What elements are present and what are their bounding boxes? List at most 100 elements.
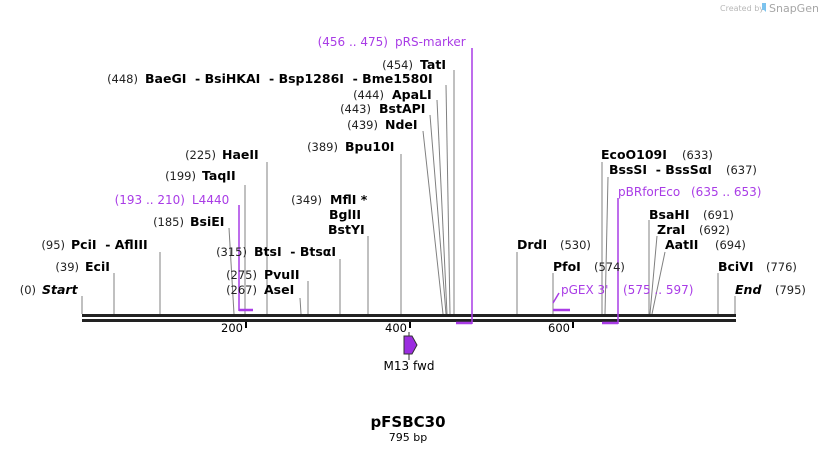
site-BaeGI-BsiHKAI-Bsp1286I-Bme1580I[interactable]: (448) BaeGI - BsiHKAI - Bsp1286I - Bme15… xyxy=(107,71,433,86)
svg-text:(267): (267) xyxy=(226,283,257,297)
site-AseI[interactable]: (267) AseI xyxy=(226,282,294,297)
site-TatI[interactable]: (454) TatI xyxy=(382,57,446,72)
svg-text:(193 .. 210): (193 .. 210) xyxy=(115,193,185,207)
svg-text:BaeGI - BsiHKAI - Bsp1286I: BaeGI - BsiHKAI - Bsp1286I - Bme1580I xyxy=(145,71,433,86)
site-ZraI[interactable]: ZraI (692) xyxy=(657,222,730,237)
svg-text:795 bp: 795 bp xyxy=(389,431,427,444)
svg-text:BstAPI: BstAPI xyxy=(379,101,425,116)
site-BsiEI[interactable]: (185) BsiEI xyxy=(153,214,224,229)
svg-text:PciI - AflIII: PciI - AflIII xyxy=(71,237,148,252)
svg-text:NdeI: NdeI xyxy=(385,117,418,132)
svg-text:pBRforEco: pBRforEco xyxy=(618,185,680,199)
svg-text:(315): (315) xyxy=(216,245,247,259)
svg-text:BsiEI: BsiEI xyxy=(190,214,224,229)
svg-text:BsaHI: BsaHI xyxy=(649,207,690,222)
site-EcoO109I[interactable]: EcoO109I (633) xyxy=(601,147,713,162)
svg-text:(439): (439) xyxy=(347,118,378,132)
svg-text:(574): (574) xyxy=(594,260,625,274)
svg-text:(39): (39) xyxy=(55,260,79,274)
svg-text:TatI: TatI xyxy=(420,57,446,72)
svg-text:(389): (389) xyxy=(307,140,338,154)
svg-text:EcoO109I: EcoO109I xyxy=(601,147,667,162)
site-HaeII[interactable]: (225) HaeII xyxy=(185,147,259,162)
map-title: pFSBC30 795 bp xyxy=(370,413,445,444)
svg-text:BstYI: BstYI xyxy=(328,222,365,237)
primer-binding-features xyxy=(238,48,619,325)
svg-text:(776): (776) xyxy=(766,260,797,274)
svg-text:(691): (691) xyxy=(703,208,734,222)
feature-L4440[interactable]: (193 .. 210) L4440 xyxy=(115,193,230,207)
svg-text:(530): (530) xyxy=(560,238,591,252)
svg-text:(448): (448) xyxy=(107,72,138,86)
svg-text:(694): (694) xyxy=(715,238,746,252)
site-BsaHI[interactable]: BsaHI (691) xyxy=(649,207,734,222)
feature-pRS-marker[interactable]: (456 .. 475) pRS-marker xyxy=(318,35,466,49)
svg-text:PfoI: PfoI xyxy=(553,259,581,274)
snapgene-logo-icon xyxy=(762,3,766,12)
dna-backbone xyxy=(82,314,736,322)
svg-text:L4440: L4440 xyxy=(192,193,229,207)
site-AatII[interactable]: AatII (694) xyxy=(665,237,746,252)
site-PfoI[interactable]: PfoI (574) xyxy=(553,259,625,274)
svg-text:HaeII: HaeII xyxy=(222,147,259,162)
feature-pGEX-3prime[interactable]: pGEX 3' (575 .. 597) xyxy=(561,283,693,297)
svg-text:BglII: BglII xyxy=(329,207,361,222)
svg-text:ApaLI: ApaLI xyxy=(392,87,432,102)
site-MflI-BglII-BstYI[interactable]: (349) MflI * BglII BstYI xyxy=(291,192,368,237)
site-BstAPI[interactable]: (443) BstAPI xyxy=(340,101,425,116)
site-end[interactable]: End (795) xyxy=(735,282,806,297)
site-start[interactable]: (0) Start xyxy=(20,282,79,297)
svg-text:200: 200 xyxy=(221,321,243,335)
svg-text:(635 .. 653): (635 .. 653) xyxy=(691,185,761,199)
svg-text:Bpu10I: Bpu10I xyxy=(345,139,394,154)
svg-text:(637): (637) xyxy=(726,163,757,177)
site-PciI-AflIII[interactable]: (95) PciI - AflIII xyxy=(41,237,147,252)
feature-pBRforEco[interactable]: pBRforEco (635 .. 653) xyxy=(618,185,761,199)
svg-text:(199): (199) xyxy=(165,169,196,183)
svg-text:(454): (454) xyxy=(382,58,413,72)
snapgene-credit: Created by SnapGene xyxy=(720,2,818,15)
site-BssSI-BssSaI[interactable]: BssSI - BssSαI (637) xyxy=(609,162,757,177)
svg-text:M13 fwd: M13 fwd xyxy=(384,359,435,373)
svg-text:(349): (349) xyxy=(291,193,322,207)
site-Bpu10I[interactable]: (389) Bpu10I xyxy=(307,139,394,154)
site-DrdI[interactable]: DrdI (530) xyxy=(517,237,591,252)
cut-site-lines xyxy=(81,70,736,315)
svg-text:400: 400 xyxy=(385,321,407,335)
site-ApaLI[interactable]: (444) ApaLI xyxy=(353,87,432,102)
site-NdeI[interactable]: (439) NdeI xyxy=(347,117,417,132)
svg-text:(185): (185) xyxy=(153,215,184,229)
svg-text:BciVI: BciVI xyxy=(718,259,754,274)
svg-text:(795): (795) xyxy=(775,283,806,297)
svg-text:AseI: AseI xyxy=(264,282,294,297)
svg-text:(275): (275) xyxy=(226,268,257,282)
svg-text:AatII: AatII xyxy=(665,237,698,252)
svg-text:MflI *: MflI * xyxy=(330,192,368,207)
svg-text:BssSI - BssSαI: BssSI - BssSαI xyxy=(609,162,712,177)
svg-text:BtsI - BtsαI: BtsI - BtsαI xyxy=(254,244,336,259)
site-EciI[interactable]: (39) EciI xyxy=(55,259,110,274)
svg-text:Start: Start xyxy=(42,282,79,297)
svg-text:EciI: EciI xyxy=(85,259,110,274)
site-PvuII[interactable]: (275) PvuII xyxy=(226,267,299,282)
svg-text:End: End xyxy=(735,282,762,297)
svg-text:pRS-marker: pRS-marker xyxy=(395,35,466,49)
svg-text:(95): (95) xyxy=(41,238,65,252)
svg-text:(575 .. 597): (575 .. 597) xyxy=(623,283,693,297)
site-BciVI[interactable]: BciVI (776) xyxy=(718,259,797,274)
svg-text:600: 600 xyxy=(548,321,570,335)
svg-text:(456 .. 475): (456 .. 475) xyxy=(318,35,388,49)
svg-text:Created by: Created by xyxy=(720,4,764,13)
svg-text:ZraI: ZraI xyxy=(657,222,685,237)
primer-m13-fwd[interactable]: M13 fwd xyxy=(384,332,435,373)
svg-text:SnapGene: SnapGene xyxy=(769,2,818,15)
ruler-ticks: 200 400 600 xyxy=(221,321,574,335)
svg-text:(225): (225) xyxy=(185,148,216,162)
svg-text:(444): (444) xyxy=(353,88,384,102)
svg-text:(0): (0) xyxy=(20,283,36,297)
primer-arrow-icon xyxy=(403,335,418,355)
site-BtsI-BtsaI[interactable]: (315) BtsI - BtsαI xyxy=(216,244,336,259)
svg-text:DrdI: DrdI xyxy=(517,237,547,252)
site-TaqII[interactable]: (199) TaqII xyxy=(165,168,236,183)
